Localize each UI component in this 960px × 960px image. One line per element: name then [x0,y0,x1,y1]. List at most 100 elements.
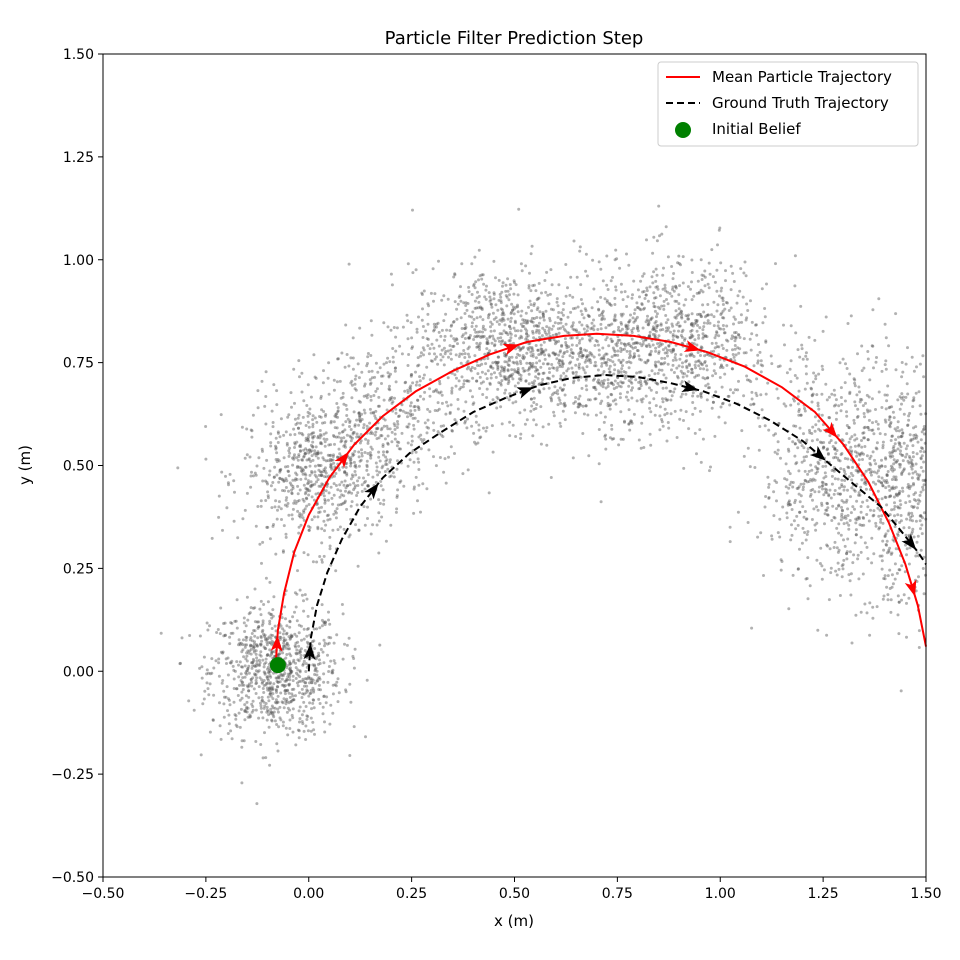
particle [232,479,236,483]
particle [299,466,303,470]
particle [274,698,278,702]
particle [316,515,320,519]
particle [853,489,857,493]
particle [332,420,336,424]
particle [341,395,345,399]
particle [632,326,635,330]
particle [644,293,648,297]
particle [887,495,891,499]
particle [810,439,814,443]
particle [270,704,274,708]
particle [279,624,283,628]
particle [309,691,313,695]
particle [589,361,593,365]
particle [643,297,647,300]
particle [284,702,288,706]
particle [857,491,861,495]
particle [289,669,293,673]
particle [605,300,609,304]
particle [500,290,504,294]
particle [725,338,728,342]
particle [564,322,568,326]
particle [266,653,269,657]
particle [374,480,378,484]
particle [294,423,298,426]
particle [292,501,296,505]
particle [311,686,315,690]
particle [571,370,575,374]
particle [317,654,321,658]
particle [747,378,751,382]
particle [393,428,397,431]
particle [624,371,628,374]
particle [275,460,279,464]
particle [430,342,434,346]
particle [453,418,457,422]
particle [285,710,289,714]
particle [579,375,583,379]
particle [305,634,309,638]
particle [437,344,441,348]
particle [271,634,275,637]
particle [856,470,860,474]
particle [558,386,562,390]
particle [313,664,316,668]
particle [775,452,779,456]
particle [623,376,627,380]
particle [597,392,601,396]
particle [661,400,665,404]
particle [432,328,436,332]
particle [393,437,397,441]
particle [842,538,845,542]
particle [775,499,778,503]
particle [461,385,465,389]
particle [421,307,424,311]
particle [897,492,901,496]
particle [835,573,839,577]
particle [625,327,629,331]
particle [703,269,707,273]
particle [832,404,836,408]
particle [869,471,872,475]
particle [269,694,273,698]
particle [648,432,652,436]
particle [366,452,370,455]
particle [270,719,274,723]
particle [312,690,316,694]
particle [304,436,308,440]
particle [329,457,332,461]
particle [485,396,489,399]
particle [694,321,698,325]
particle [501,311,505,315]
particle [729,306,733,310]
particle [506,333,510,336]
particle [528,361,532,365]
particle [255,620,259,624]
particle [495,406,499,410]
particle [224,657,228,661]
particle [411,345,414,349]
particle [620,322,623,326]
particle [241,643,245,647]
particle [477,306,480,310]
particle [301,467,305,471]
particle [506,369,510,373]
particle [671,285,675,289]
particle [608,370,612,374]
particle [481,327,485,330]
particle [531,331,535,335]
particle [921,488,925,492]
particle [588,339,592,343]
particle [719,363,723,367]
particle [293,401,296,405]
particle [233,619,237,623]
particle [597,462,601,466]
particle [416,499,419,503]
particle [241,517,245,521]
particle [754,391,758,395]
particle [883,322,887,326]
particle [674,286,678,290]
particle [770,362,774,366]
particle [302,684,306,688]
particle [534,289,538,293]
